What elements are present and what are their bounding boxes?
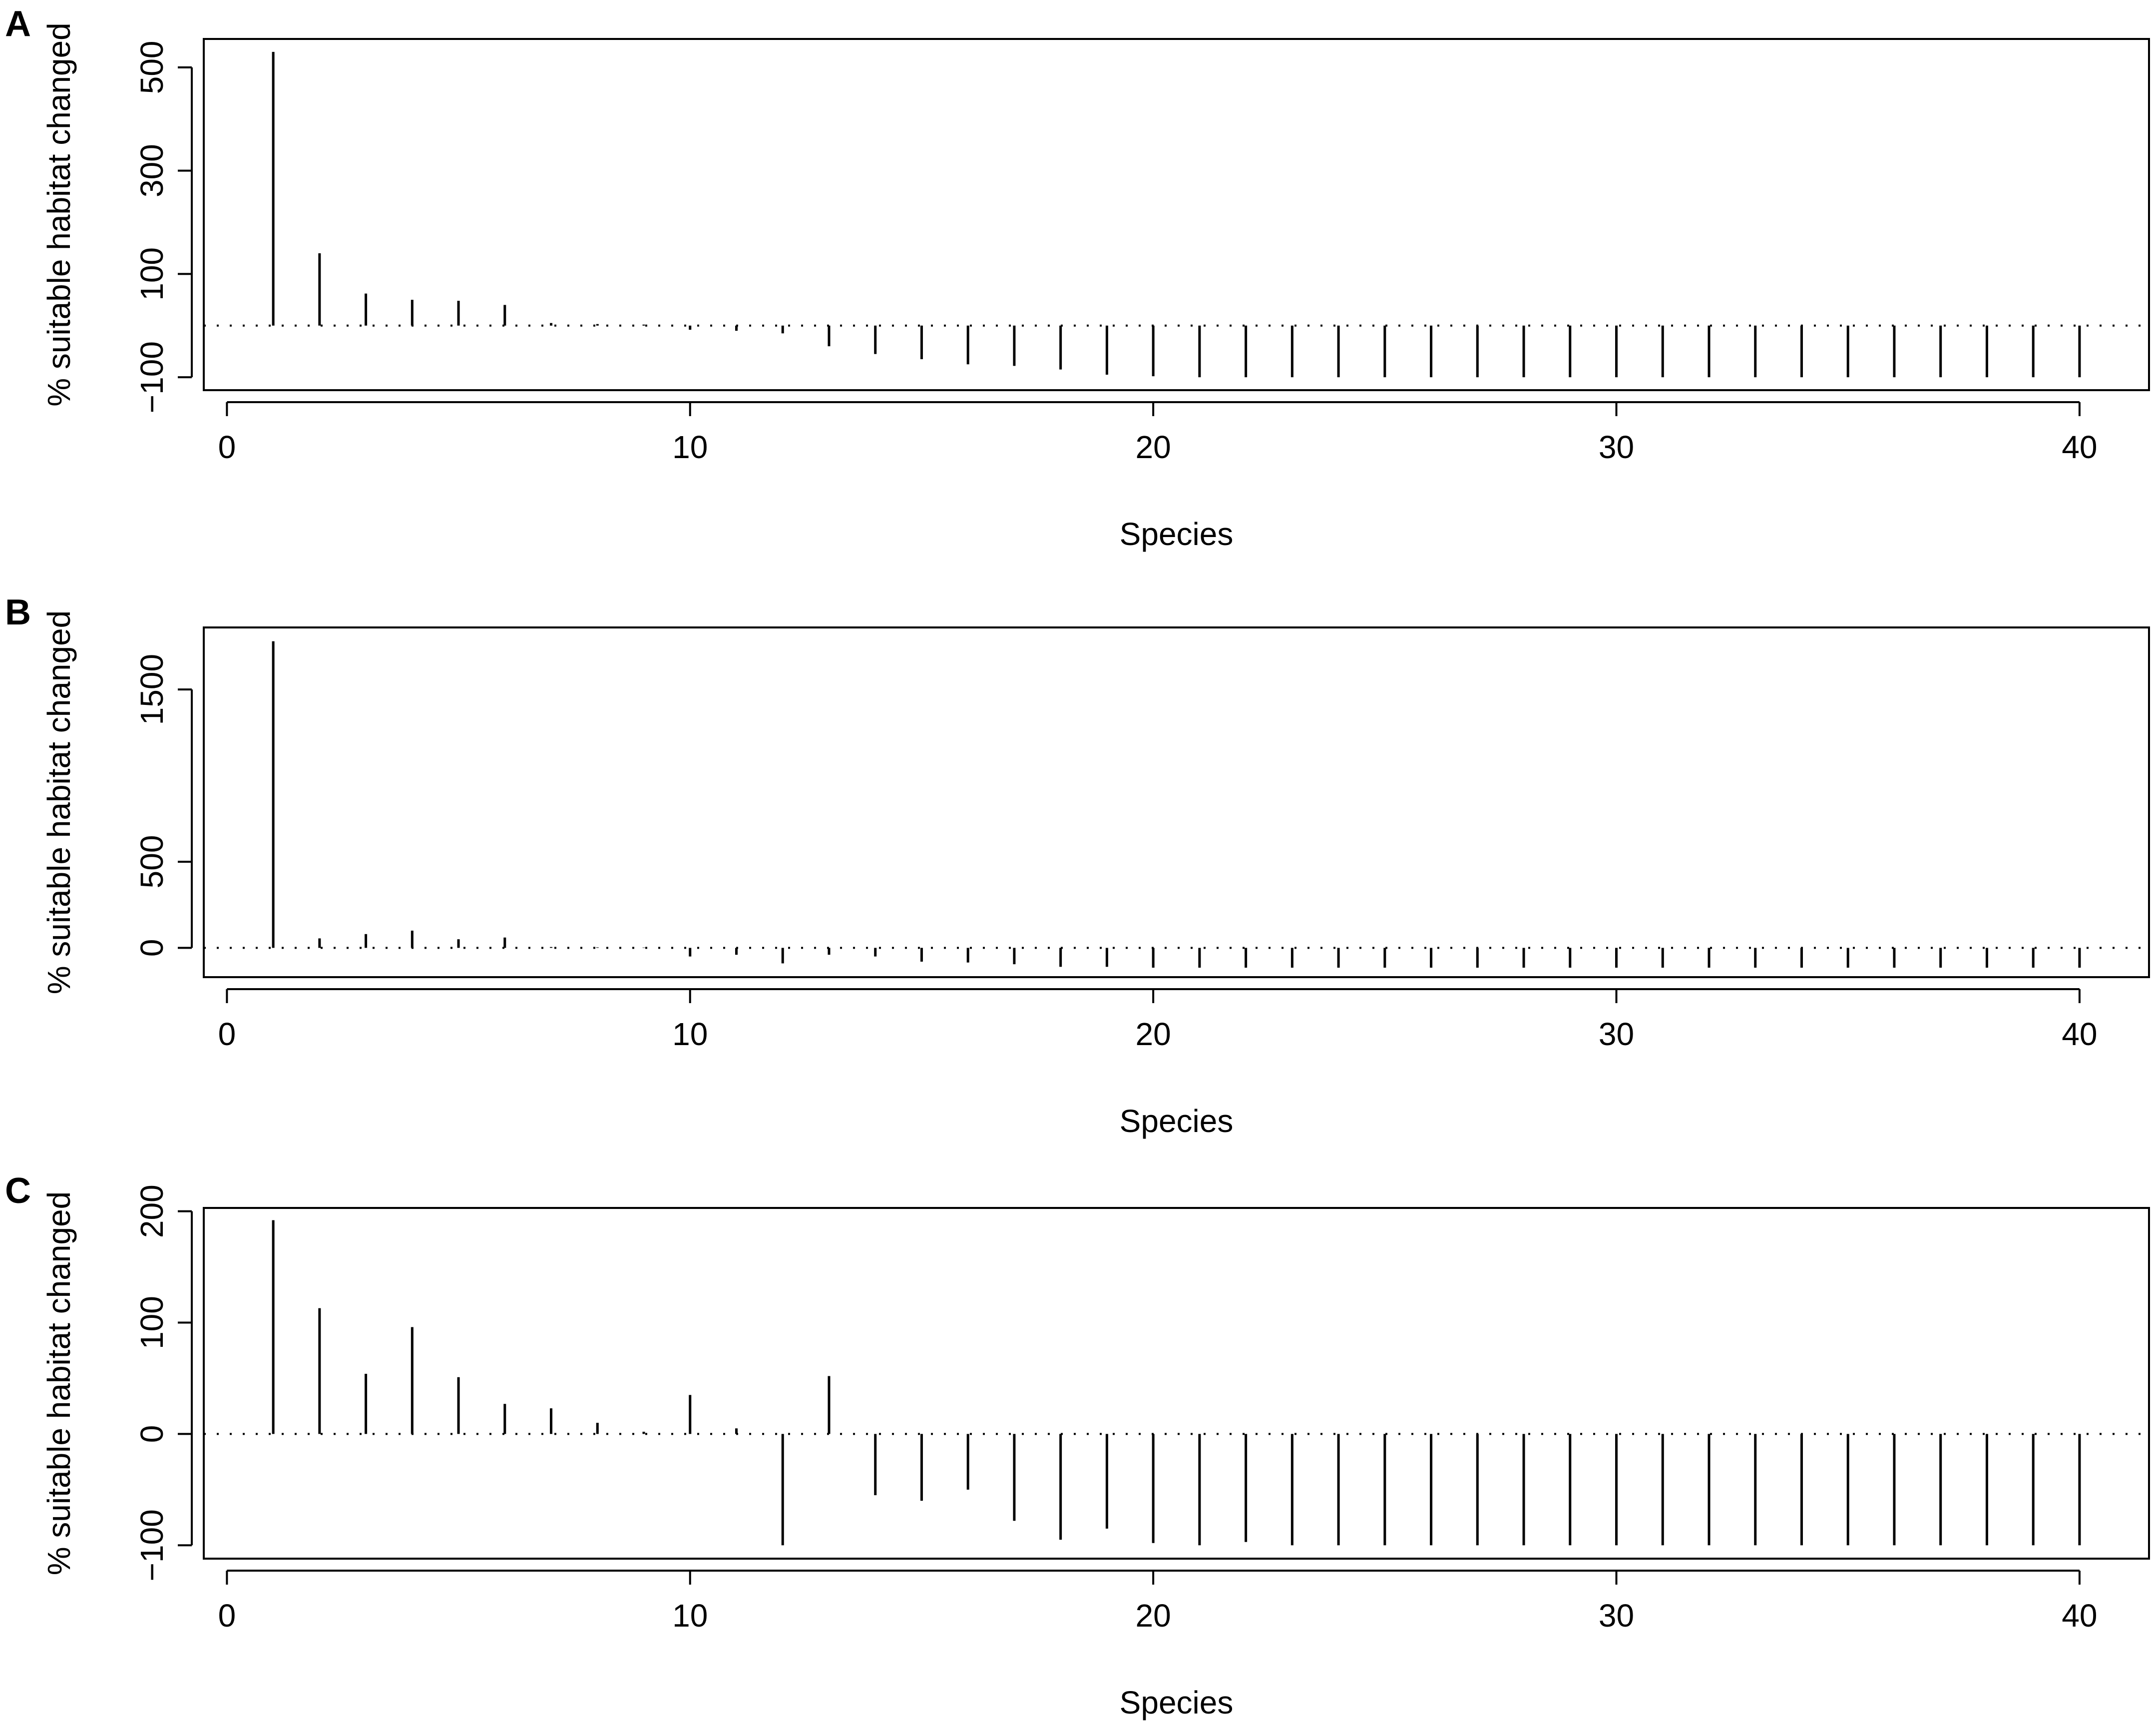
x-tick-label-a-30: 30 [1599,429,1634,465]
y-tick-label-a-2: 100 [134,247,170,301]
panel-label-a: A [5,4,31,44]
x-tick-label-a-40: 40 [2062,429,2097,465]
plot-frame-a [203,38,2150,391]
panel-b: B 0 10 20 30 40 1500 500 0 Species % suitable habi… [5,592,2150,1139]
panel-label-c: C [5,1171,31,1211]
panel-c: C 0 10 20 30 40 200 100 0 −100 Species % suitable h… [5,1171,2150,1721]
y-tick-label-b-2: 0 [134,939,170,957]
y-axis-title-c: % suitable habitat changed [41,1191,77,1576]
y-tick-label-c-1: 100 [134,1296,170,1349]
x-tick-label-c-20: 20 [1136,1598,1171,1634]
x-tick-label-a-0: 0 [218,429,236,465]
x-tick-label-b-40: 40 [2062,1016,2097,1052]
x-tick-label-b-20: 20 [1136,1016,1171,1052]
y-tick-label-c-2: 0 [134,1425,170,1443]
y-tick-label-a-1: 300 [134,144,170,197]
y-axis-title-a: % suitable habitat changed [41,22,77,407]
y-tick-label-c-3: −100 [134,1509,170,1581]
x-tick-label-b-10: 10 [672,1016,708,1052]
x-axis-title-a: Species [1120,516,1234,552]
plot-frame-c [203,1207,2150,1560]
x-tick-label-c-0: 0 [218,1598,236,1634]
x-axis-title-c: Species [1120,1685,1234,1721]
y-tick-label-a-0: 500 [134,40,170,94]
y-tick-label-b-0: 1500 [134,654,170,725]
x-tick-label-c-30: 30 [1599,1598,1634,1634]
x-tick-label-b-0: 0 [218,1016,236,1052]
x-tick-label-a-10: 10 [672,429,708,465]
plot-frame-b [203,626,2150,978]
y-tick-label-c-0: 200 [134,1184,170,1238]
panel-label-b: B [5,592,31,632]
x-axis-title-b: Species [1120,1103,1234,1139]
y-axis-title-b: % suitable habitat changed [41,610,77,995]
panel-a: A 0 10 20 30 40 500 300 100 −100 Species % suitable… [5,4,2150,552]
x-tick-label-b-30: 30 [1599,1016,1634,1052]
x-tick-label-c-40: 40 [2062,1598,2097,1634]
y-tick-label-a-3: −100 [134,341,170,413]
y-tick-label-b-1: 500 [134,835,170,889]
x-tick-label-a-20: 20 [1136,429,1171,465]
x-tick-label-c-10: 10 [672,1598,708,1634]
